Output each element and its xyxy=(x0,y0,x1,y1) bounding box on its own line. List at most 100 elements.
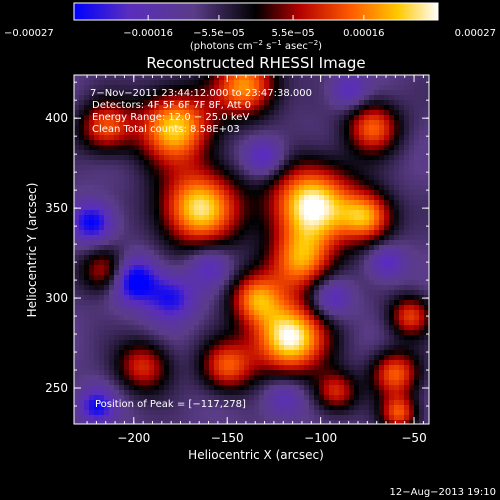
heatmap-cell xyxy=(379,240,385,246)
heatmap-cell xyxy=(74,415,80,421)
heatmap-cell xyxy=(209,150,215,156)
heatmap-cell xyxy=(84,335,90,341)
heatmap-cell xyxy=(369,310,375,316)
heatmap-cell xyxy=(219,420,225,424)
heatmap-cell xyxy=(89,330,95,336)
heatmap-cell xyxy=(104,270,110,276)
heatmap-cell xyxy=(94,270,100,276)
heatmap-cell xyxy=(304,80,310,86)
heatmap-cell xyxy=(99,290,105,296)
heatmap-cell xyxy=(329,365,335,371)
heatmap-cell xyxy=(229,310,235,316)
heatmap-cell xyxy=(424,195,429,201)
heatmap-cell xyxy=(344,190,350,196)
heatmap-cell xyxy=(399,210,405,216)
heatmap-cell xyxy=(279,220,285,226)
heatmap-cell xyxy=(184,190,190,196)
heatmap-cell xyxy=(234,340,240,346)
heatmap-cell xyxy=(169,305,175,311)
heatmap-cell xyxy=(144,385,150,391)
heatmap-cell xyxy=(259,380,265,386)
heatmap-cell xyxy=(89,275,95,281)
heatmap-cell xyxy=(419,95,425,101)
heatmap-cell xyxy=(149,130,155,136)
heatmap-cell xyxy=(339,340,345,346)
heatmap-cell xyxy=(94,350,100,356)
heatmap-cell xyxy=(109,140,115,146)
heatmap-cell xyxy=(369,395,375,401)
heatmap-cell xyxy=(339,255,345,261)
heatmap-cell xyxy=(259,330,265,336)
heatmap-cell xyxy=(224,240,230,246)
heatmap-cell xyxy=(99,135,105,141)
heatmap-cell xyxy=(194,340,200,346)
heatmap-cell xyxy=(249,250,255,256)
heatmap-cell xyxy=(294,215,300,221)
heatmap-cell xyxy=(419,250,425,256)
heatmap-cell xyxy=(129,200,135,206)
heatmap-cell xyxy=(79,295,85,301)
heatmap-cell xyxy=(159,370,165,376)
heatmap-cell xyxy=(189,410,195,416)
heatmap-cell xyxy=(224,285,230,291)
heatmap-cell xyxy=(104,410,110,416)
heatmap-cell xyxy=(354,85,360,91)
heatmap-cell xyxy=(204,180,210,186)
heatmap-cell xyxy=(389,255,395,261)
heatmap-cell xyxy=(164,180,170,186)
heatmap-cell xyxy=(314,100,320,106)
heatmap-cell xyxy=(244,285,250,291)
heatmap-cell xyxy=(239,270,245,276)
heatmap-cell xyxy=(334,190,340,196)
heatmap-cell xyxy=(89,95,95,101)
heatmap-cell xyxy=(279,155,285,161)
heatmap-cell xyxy=(154,250,160,256)
heatmap-cell xyxy=(239,185,245,191)
heatmap-cell xyxy=(359,115,365,121)
heatmap-cell xyxy=(204,230,210,236)
heatmap-cell xyxy=(264,415,270,421)
heatmap-cell xyxy=(334,210,340,216)
heatmap-cell xyxy=(279,405,285,411)
heatmap-cell xyxy=(119,390,125,396)
heatmap-cell xyxy=(229,145,235,151)
heatmap-cell xyxy=(204,360,210,366)
heatmap-cell xyxy=(419,315,425,321)
heatmap-cell xyxy=(79,370,85,376)
heatmap-cell xyxy=(189,215,195,221)
heatmap-cell xyxy=(349,305,355,311)
heatmap-cell xyxy=(319,190,325,196)
heatmap-cell xyxy=(354,110,360,116)
heatmap-cell xyxy=(394,300,400,306)
heatmap-cell xyxy=(139,170,145,176)
heatmap-cell xyxy=(219,320,225,326)
heatmap-cell xyxy=(404,145,410,151)
heatmap-cell xyxy=(264,95,270,101)
heatmap-cell xyxy=(179,370,185,376)
heatmap-cell xyxy=(359,100,365,106)
heatmap-cell xyxy=(149,300,155,306)
heatmap-cell xyxy=(324,335,330,341)
heatmap-cell xyxy=(314,325,320,331)
heatmap-cell xyxy=(179,280,185,286)
heatmap-cell xyxy=(334,395,340,401)
heatmap-cell xyxy=(109,275,115,281)
heatmap-cell xyxy=(139,140,145,146)
heatmap-cell xyxy=(324,225,330,231)
heatmap-cell xyxy=(424,380,429,386)
heatmap-cell xyxy=(334,370,340,376)
heatmap-cell xyxy=(154,350,160,356)
heatmap-cell xyxy=(84,285,90,291)
heatmap-cell xyxy=(84,385,90,391)
heatmap-cell xyxy=(349,160,355,166)
heatmap-cell xyxy=(199,245,205,251)
heatmap-cell xyxy=(394,105,400,111)
heatmap-cell xyxy=(359,215,365,221)
heatmap-cell xyxy=(294,355,300,361)
heatmap-cell xyxy=(204,400,210,406)
heatmap-cell xyxy=(239,105,245,111)
heatmap-cell xyxy=(129,145,135,151)
heatmap-cell xyxy=(409,80,415,86)
heatmap-cell xyxy=(379,295,385,301)
heatmap-cell xyxy=(84,120,90,126)
